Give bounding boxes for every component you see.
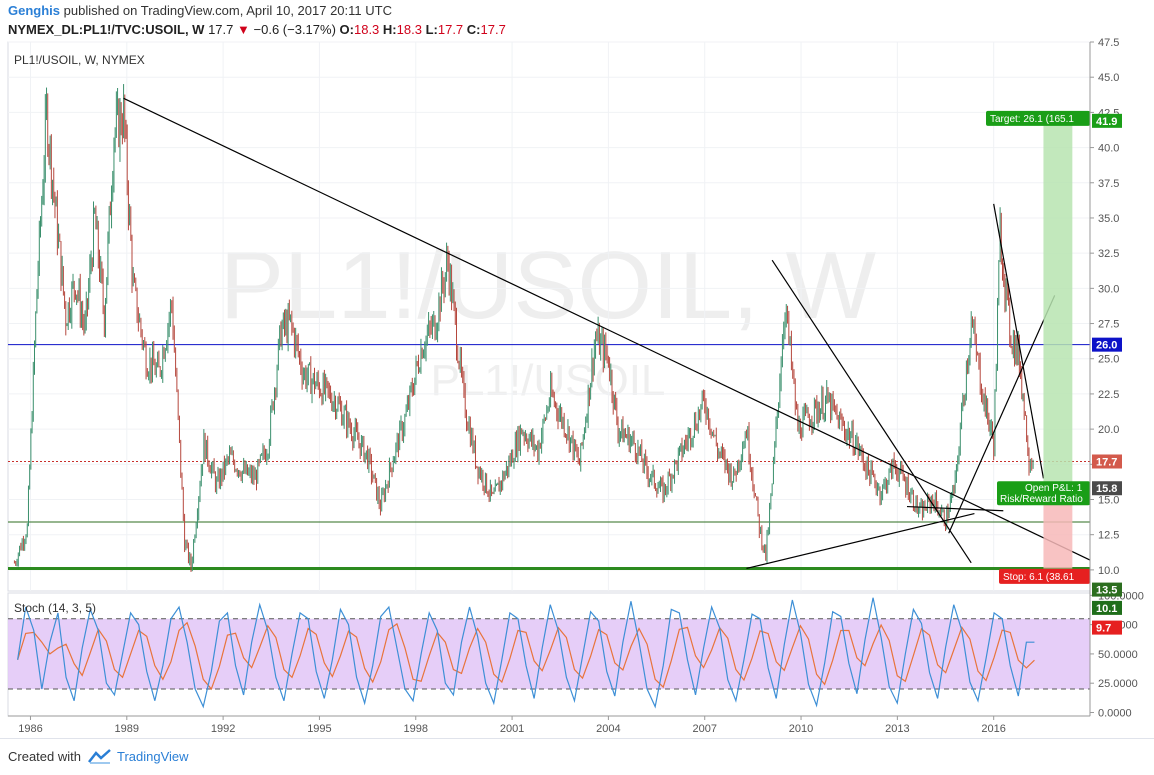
- time-tick-label: 2007: [692, 723, 716, 735]
- stoch-tick-label: 0.0000: [1098, 707, 1132, 719]
- price-tick-label: 32.5: [1098, 248, 1119, 260]
- price-axis[interactable]: 10.012.515.017.520.022.525.027.530.032.5…: [1089, 37, 1119, 716]
- price-change: −0.6 (−3.17%): [253, 22, 336, 37]
- price-tick-label: 20.0: [1098, 424, 1119, 436]
- down-arrow-icon: ▼: [237, 22, 250, 37]
- time-tick-label: 2013: [885, 723, 909, 735]
- time-tick-label: 1995: [307, 723, 331, 735]
- trend-line: [746, 512, 975, 570]
- trend-lines[interactable]: [123, 97, 1091, 570]
- price-tag-bg: [1092, 454, 1122, 469]
- close-label: C:: [466, 22, 481, 37]
- open-label: O:: [339, 22, 354, 37]
- price-tag-bg: [1092, 620, 1122, 635]
- price-tag-bg: [1092, 113, 1122, 128]
- tradingview-logo-icon[interactable]: [88, 748, 112, 764]
- trend-line: [123, 97, 1091, 561]
- price-series: [13, 84, 1034, 572]
- price-tick-label: 25.0: [1098, 354, 1119, 366]
- low-label: L:: [425, 22, 438, 37]
- price-tick-label: 45.0: [1098, 72, 1119, 84]
- trend-line: [771, 259, 972, 564]
- watermark: PL1!/USOIL, W: [220, 232, 877, 339]
- time-axis[interactable]: 1986 1989 1992 1995 1998 2001 2004 2007 2010 2013…: [8, 715, 1090, 735]
- author-link[interactable]: Genghis: [8, 3, 61, 18]
- price-tag-bg: [1092, 337, 1122, 352]
- stochastic-pane[interactable]: Stoch (14, 3, 5): [7, 592, 1091, 717]
- price-tick-label: 22.5: [1098, 389, 1119, 401]
- target-label: Target: 26.1 (165.1: [990, 114, 1074, 125]
- price-tick-label: 15.0: [1098, 495, 1119, 507]
- price-tick-label: 12.5: [1098, 530, 1119, 542]
- published-text: published on TradingView.com, April 10, …: [63, 3, 392, 18]
- price-tag: 10.1: [1096, 603, 1117, 615]
- stoch-d-line: [17, 621, 1035, 691]
- chart-header: Genghis published on TradingView.com, Ap…: [0, 0, 1154, 40]
- time-tick-label: 1986: [18, 723, 42, 735]
- stoch-tick-label: 25.0000: [1098, 678, 1138, 690]
- time-tick-label: 2016: [981, 723, 1005, 735]
- stop-label-bg: [999, 568, 1090, 584]
- price-tick-label: 40.0: [1098, 143, 1119, 155]
- price-tick-label: 10.0: [1098, 565, 1119, 577]
- price-tag-bg: [1092, 481, 1122, 496]
- trend-line: [906, 505, 1004, 512]
- pnl-label-1: Open P&L: 1: [1025, 483, 1083, 494]
- time-tick-label: 2010: [789, 723, 813, 735]
- created-with-text: Created with: [8, 749, 81, 764]
- price-tick-label: 37.5: [1098, 178, 1119, 190]
- price-tick-label: 35.0: [1098, 213, 1119, 225]
- price-tag-bg: [1092, 600, 1122, 615]
- time-tick-label: 1989: [115, 723, 139, 735]
- time-tick-label: 2001: [500, 723, 524, 735]
- price-tag: 26.0: [1096, 340, 1117, 352]
- price-tick-label: 47.5: [1098, 37, 1119, 49]
- stoch-k-line: [17, 597, 1035, 709]
- time-tick-label: 1992: [211, 723, 235, 735]
- symbol-name: NYMEX_DL:PL1!/TVC:USOIL, W: [8, 22, 205, 37]
- stop-label: Stop: 6.1 (38.61: [1003, 572, 1075, 583]
- horizontal-lines: [8, 344, 1090, 570]
- time-tick-label: 2004: [596, 723, 620, 735]
- publish-info: Genghis published on TradingView.com, Ap…: [8, 3, 392, 18]
- pnl-label-bg: [997, 481, 1090, 506]
- low-value: 17.7: [437, 22, 464, 37]
- last-price: 17.7: [208, 22, 234, 37]
- main-price-pane[interactable]: PL1!/USOIL, W PL1!/USOIL Target: 26.1 (1…: [7, 41, 1091, 592]
- main-legend: PL1!/USOIL, W, NYMEX: [14, 53, 145, 67]
- footer: Created with TradingView: [0, 738, 1154, 775]
- stoch-lines: [17, 597, 1035, 709]
- price-tag: 9.7: [1096, 623, 1111, 635]
- stoch-tick-label: 50.0000: [1098, 649, 1138, 661]
- price-tag: 15.8: [1096, 483, 1117, 495]
- price-tags: 41.9 26.0 17.7 15.8 13.5 10.1 9.7: [1092, 113, 1122, 635]
- ohlc-readout: NYMEX_DL:PL1!/TVC:USOIL, W 17.7 ▼ −0.6 (…: [8, 22, 506, 37]
- target-label-bg: [986, 110, 1090, 126]
- close-value: 17.7: [480, 22, 506, 37]
- watermark-small: PL1!/USOIL: [431, 356, 666, 405]
- price-tag-bg: [1092, 582, 1122, 597]
- price-tag: 41.9: [1096, 116, 1117, 128]
- price-tick-label: 27.5: [1098, 319, 1119, 331]
- profit-zone: [1043, 120, 1073, 489]
- tradingview-brand-link[interactable]: TradingView: [117, 749, 189, 764]
- high-value: 18.3: [396, 22, 422, 37]
- stoch-legend: Stoch (14, 3, 5): [14, 601, 96, 615]
- trend-line: [993, 203, 1045, 479]
- long-position-tool[interactable]: Target: 26.1 (165.1 Open P&L: 1Risk/Rewar…: [986, 110, 1090, 584]
- time-tick-label: 1998: [404, 723, 428, 735]
- price-tag: 17.7: [1096, 456, 1117, 468]
- high-label: H:: [382, 22, 397, 37]
- open-value: 18.3: [353, 22, 380, 37]
- price-tag: 13.5: [1096, 585, 1117, 597]
- pnl-label-2: Risk/Reward Ratio: [1000, 494, 1083, 505]
- price-tick-label: 30.0: [1098, 283, 1119, 295]
- trend-line: [948, 295, 1056, 534]
